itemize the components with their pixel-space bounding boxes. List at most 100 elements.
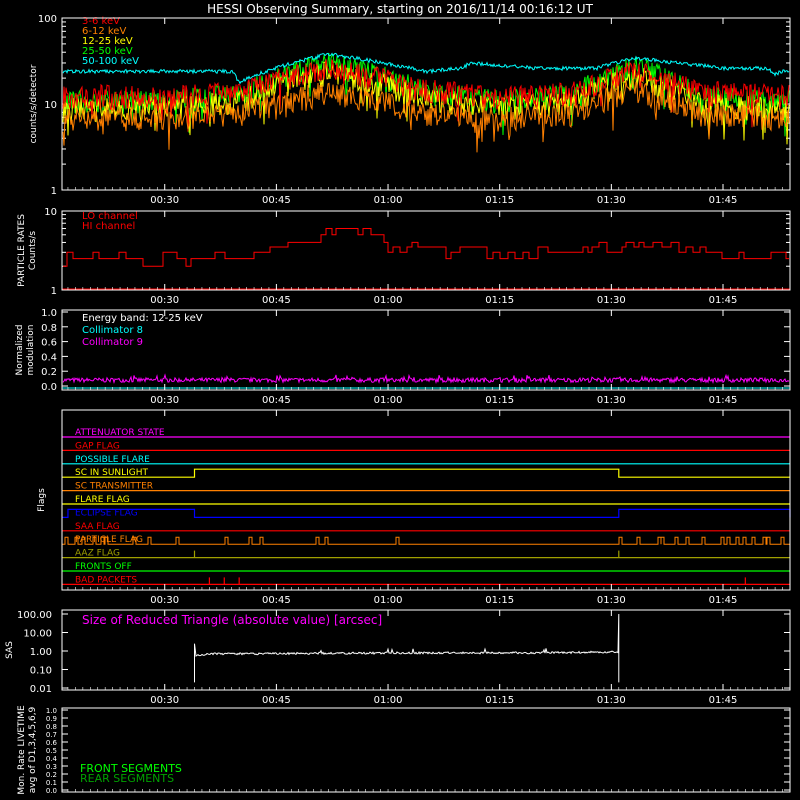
y-axis-label: PARTICLE RATES <box>17 214 27 287</box>
livetime-panel: Mon. Rate LIVETIME avg of D1,3,4,5,6,9 0.0… <box>17 705 791 795</box>
y-axis-label: counts/s/detector <box>29 64 39 143</box>
x-tick-label: 01:00 <box>374 295 403 306</box>
x-tick-label: 01:30 <box>597 195 626 206</box>
x-tick-label: 00:45 <box>262 695 291 706</box>
y-tick-label: 0.4 <box>41 352 57 363</box>
x-tick-label: 01:30 <box>597 595 626 606</box>
x-tick-label: 01:45 <box>709 395 738 406</box>
y-tick-label: 0.9 <box>46 715 57 723</box>
y-tick-label: 1 <box>51 186 57 197</box>
x-tick-label: 01:45 <box>709 595 738 606</box>
count-rate-series-line <box>62 52 790 85</box>
legend-entry: 25-50 keV <box>82 46 133 57</box>
x-tick-label: 01:15 <box>485 295 514 306</box>
modulation-panel: Normalized modulation 0.0 0.2 0.4 0.6 0.8 1.0 En… <box>15 308 791 406</box>
flag-line <box>62 536 790 545</box>
x-tick-label: 00:45 <box>262 295 291 306</box>
x-tick-label: 01:15 <box>485 395 514 406</box>
flag-label: AAZ FLAG <box>75 549 120 559</box>
flag-label: POSSIBLE FLARE <box>75 455 150 465</box>
collimator-9-line <box>62 373 790 385</box>
count-rate-series-line <box>62 78 790 153</box>
legend-entry: 12-25 keV <box>82 36 133 47</box>
y-tick-label: 0.6 <box>46 739 58 747</box>
triangle-size-line <box>193 613 620 683</box>
y-tick-label: 0.0 <box>41 382 57 393</box>
x-tick-label: 01:00 <box>374 595 403 606</box>
panel-frame <box>61 309 791 391</box>
y-tick-label: 0.10 <box>30 666 52 677</box>
x-tick-label: 01:15 <box>485 195 514 206</box>
y-axis-label: Counts/s <box>28 231 38 270</box>
figure-title: HESSI Observing Summary, starting on 201… <box>207 2 593 16</box>
x-tick-label: 01:00 <box>374 695 403 706</box>
y-tick-label: 1 <box>51 286 57 297</box>
legend-entry: HI channel <box>82 221 135 232</box>
y-tick-label: 10 <box>44 100 57 111</box>
x-tick-label: 00:45 <box>262 195 291 206</box>
x-tick-label: 01:00 <box>374 195 403 206</box>
y-tick-label: 0.0 <box>46 787 57 795</box>
y-axis-label: Flags <box>37 488 47 512</box>
y-tick-label: 1.0 <box>46 707 57 715</box>
legend-entry: FRONT SEGMENTS <box>80 762 182 775</box>
panel-frame <box>61 707 791 793</box>
x-tick-label: 00:45 <box>262 395 291 406</box>
y-tick-label: 0.5 <box>46 747 57 755</box>
x-tick-label: 00:30 <box>150 595 179 606</box>
flag-label: SC IN SUNLIGHT <box>75 468 149 478</box>
panel-frame <box>61 409 791 591</box>
flag-line <box>62 468 790 478</box>
flag-label: ATTENUATOR STATE <box>75 428 165 438</box>
x-tick-label: 01:30 <box>597 295 626 306</box>
panel-frame <box>61 210 791 291</box>
x-tick-label: 01:45 <box>709 295 738 306</box>
panel-frame <box>61 609 791 691</box>
flag-label: BAD PACKETS <box>75 575 137 585</box>
legend-entry: 3-6 keV <box>82 16 120 27</box>
y-tick-label: 10.00 <box>23 629 52 640</box>
y-tick-label: 100.00 <box>17 610 52 621</box>
legend-entry: 50-100 keV <box>82 56 139 67</box>
y-tick-label: 0.8 <box>41 323 57 334</box>
legend-entry: Collimator 9 <box>82 337 143 348</box>
y-tick-label: 0.4 <box>46 755 58 763</box>
flag-label: ECLIPSE FLAG <box>75 508 138 518</box>
x-tick-label: 01:00 <box>374 395 403 406</box>
x-tick-label: 01:30 <box>597 395 626 406</box>
y-tick-label: 1.00 <box>30 647 52 658</box>
x-tick-label: 00:30 <box>150 295 179 306</box>
legend-entry: REAR SEGMENTS <box>80 772 174 785</box>
y-tick-label: 0.3 <box>46 763 57 771</box>
x-tick-label: 01:30 <box>597 695 626 706</box>
y-tick-label: 0.01 <box>30 684 52 695</box>
x-tick-label: 00:30 <box>150 195 179 206</box>
y-axis-label: Mon. Rate LIVETIME <box>17 705 27 795</box>
hi-channel-line <box>63 228 789 267</box>
y-tick-label: 0.2 <box>46 771 57 779</box>
legend-entry: 6-12 keV <box>82 26 126 37</box>
legend-entry: Collimator 8 <box>82 325 143 336</box>
flag-label: SC TRANSMITTER <box>75 482 153 492</box>
y-tick-label: 100 <box>38 14 57 25</box>
x-tick-label: 01:15 <box>485 695 514 706</box>
legend-entry: LO channel <box>82 211 138 222</box>
x-tick-label: 00:30 <box>150 695 179 706</box>
flag-label: PARTICLE FLAG <box>75 535 143 545</box>
y-axis-label: Normalized <box>15 324 25 375</box>
flag-label: FRONTS OFF <box>75 562 132 572</box>
y-axis-label: modulation <box>26 325 36 376</box>
y-tick-label: 0.7 <box>46 731 57 739</box>
y-tick-label: 10 <box>44 207 57 218</box>
y-tick-label: 0.6 <box>41 338 57 349</box>
panel-frame <box>61 17 791 191</box>
y-axis-label: avg of D1,3,4,5,6,9 <box>28 706 38 793</box>
x-tick-label: 01:45 <box>709 195 738 206</box>
count-rate-series-line <box>62 61 790 145</box>
y-tick-label: 0.1 <box>46 779 57 787</box>
x-tick-label: 01:45 <box>709 695 738 706</box>
